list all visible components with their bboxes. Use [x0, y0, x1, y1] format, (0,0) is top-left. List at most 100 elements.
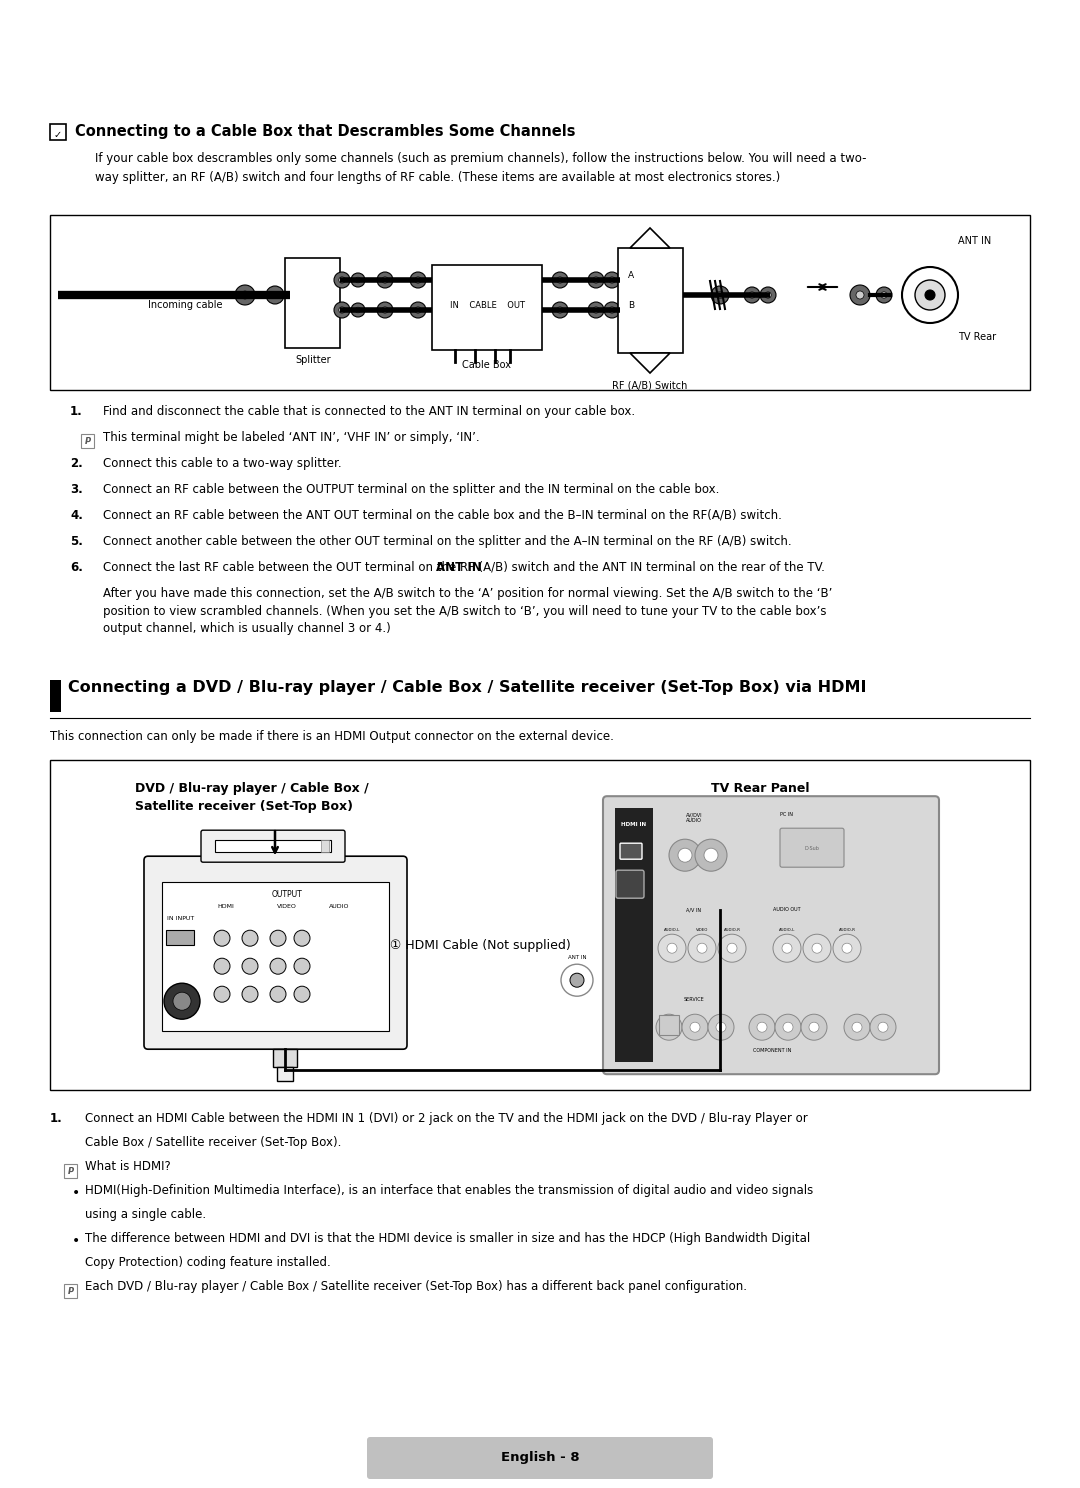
Circle shape [757, 1022, 767, 1033]
Circle shape [876, 287, 892, 304]
Text: Splitter: Splitter [295, 356, 330, 365]
Text: AUDIO-L: AUDIO-L [779, 929, 795, 931]
Circle shape [881, 292, 887, 298]
Text: ANT IN: ANT IN [958, 237, 991, 246]
Circle shape [870, 1015, 896, 1040]
Text: AUDIO OUT: AUDIO OUT [773, 908, 800, 912]
Text: Cable Box / Satellite receiver (Set-Top Box).: Cable Box / Satellite receiver (Set-Top … [85, 1137, 341, 1149]
Text: P: P [68, 1167, 75, 1176]
Text: IN INPUT: IN INPUT [167, 917, 194, 921]
Circle shape [773, 934, 801, 963]
Circle shape [664, 1022, 674, 1033]
Text: •: • [72, 1234, 80, 1248]
Text: 5.: 5. [70, 536, 83, 548]
Bar [166, 930, 194, 945]
Bar [659, 1015, 679, 1036]
Text: HDMI: HDMI [217, 905, 234, 909]
Circle shape [850, 286, 870, 305]
Bar [50, 214, 1030, 390]
Text: TV Rear Panel: TV Rear Panel [711, 783, 809, 795]
Circle shape [557, 277, 563, 283]
Circle shape [696, 839, 727, 870]
Circle shape [658, 934, 686, 963]
Text: AUDIO-R: AUDIO-R [838, 929, 855, 931]
Circle shape [718, 934, 746, 963]
Circle shape [339, 307, 346, 312]
Text: HDMI(High-Definition Multimedia Interface), is an interface that enables the tra: HDMI(High-Definition Multimedia Interfac… [85, 1184, 813, 1198]
FancyBboxPatch shape [620, 844, 642, 859]
FancyBboxPatch shape [367, 1437, 713, 1479]
Circle shape [609, 307, 616, 312]
Text: AUDIO: AUDIO [328, 905, 349, 909]
Circle shape [271, 292, 279, 299]
Circle shape [593, 307, 599, 312]
Circle shape [334, 272, 350, 289]
Text: VIDEO: VIDEO [696, 929, 708, 931]
Text: OUTPUT: OUTPUT [271, 890, 302, 899]
Text: P: P [68, 1287, 75, 1296]
Bar [64, 1164, 77, 1178]
Circle shape [339, 277, 346, 283]
Circle shape [750, 1015, 775, 1040]
Circle shape [415, 307, 421, 312]
Circle shape [782, 943, 792, 954]
Circle shape [843, 1015, 870, 1040]
Text: This connection can only be made if there is an HDMI Output connector on the ext: This connection can only be made if ther… [50, 731, 613, 743]
Polygon shape [630, 228, 670, 248]
Bar [50, 760, 1030, 1091]
Circle shape [270, 987, 286, 1003]
Bar [50, 680, 60, 713]
Circle shape [570, 973, 584, 987]
Circle shape [377, 302, 393, 318]
Circle shape [812, 943, 822, 954]
Circle shape [760, 287, 777, 304]
Circle shape [708, 1015, 734, 1040]
Circle shape [690, 1022, 700, 1033]
Text: A: A [627, 271, 634, 280]
Circle shape [270, 958, 286, 975]
Circle shape [852, 1022, 862, 1033]
Bar [321, 841, 329, 853]
Bar [276, 1067, 293, 1082]
Circle shape [681, 1015, 708, 1040]
Circle shape [214, 930, 230, 946]
Circle shape [915, 280, 945, 310]
Text: Each DVD / Blu-ray player / Cable Box / Satellite receiver (Set-Top Box) has a d: Each DVD / Blu-ray player / Cable Box / … [85, 1280, 747, 1293]
FancyBboxPatch shape [603, 796, 939, 1074]
Circle shape [355, 307, 361, 312]
Text: DVD / Blu-ray player / Cable Box /
Satellite receiver (Set-Top Box): DVD / Blu-ray player / Cable Box / Satel… [135, 783, 368, 814]
Text: Copy Protection) coding feature installed.: Copy Protection) coding feature installe… [85, 1256, 330, 1269]
Text: AUDIO-L: AUDIO-L [664, 929, 680, 931]
Text: After you have made this connection, set the A/B switch to the ‘A’ position for : After you have made this connection, set… [103, 586, 833, 635]
Text: The difference between HDMI and DVI is that the HDMI device is smaller in size a: The difference between HDMI and DVI is t… [85, 1232, 810, 1245]
FancyBboxPatch shape [144, 856, 407, 1049]
Text: •: • [72, 1186, 80, 1201]
Circle shape [294, 987, 310, 1003]
Polygon shape [630, 353, 670, 373]
Text: A/V IN: A/V IN [687, 908, 702, 912]
Circle shape [878, 1022, 888, 1033]
Text: This terminal might be labeled ‘ANT IN’, ‘VHF IN’ or simply, ‘IN’.: This terminal might be labeled ‘ANT IN’,… [103, 432, 480, 443]
FancyBboxPatch shape [201, 830, 345, 862]
Text: 1.: 1. [50, 1112, 63, 1125]
Circle shape [214, 987, 230, 1003]
Bar [710, 893, 730, 911]
Circle shape [241, 292, 249, 299]
Text: Incoming cable: Incoming cable [148, 301, 222, 310]
Circle shape [809, 1022, 819, 1033]
Text: IN    CABLE    OUT: IN CABLE OUT [449, 301, 525, 310]
Circle shape [783, 1022, 793, 1033]
Circle shape [552, 272, 568, 289]
Text: ANT IN: ANT IN [568, 955, 586, 960]
Circle shape [164, 984, 200, 1019]
Circle shape [678, 848, 692, 862]
Circle shape [214, 958, 230, 975]
Text: RF (A/B) Switch: RF (A/B) Switch [612, 379, 688, 390]
Circle shape [727, 943, 737, 954]
Text: Connect an HDMI Cable between the HDMI IN 1 (DVI) or 2 jack on the TV and the HD: Connect an HDMI Cable between the HDMI I… [85, 1112, 808, 1125]
Circle shape [235, 286, 255, 305]
Text: If your cable box descrambles only some channels (such as premium channels), fol: If your cable box descrambles only some … [95, 152, 866, 183]
Circle shape [410, 272, 426, 289]
Bar [64, 1284, 77, 1298]
Text: AV/DVI
AUDIO: AV/DVI AUDIO [686, 812, 702, 823]
